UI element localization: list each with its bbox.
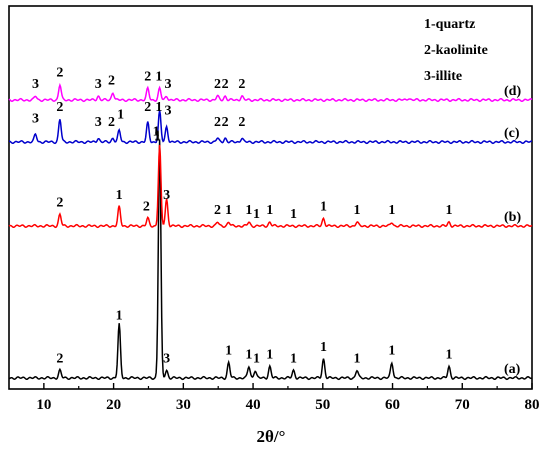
trace-label-d: (d) <box>504 84 521 99</box>
peak-label: 1 <box>388 203 395 218</box>
peak-label: 2 <box>238 77 245 92</box>
peak-label: 2 <box>214 115 221 130</box>
peak-label: 2 <box>108 115 115 130</box>
trace-a <box>8 140 533 381</box>
peak-label: 3 <box>164 77 171 92</box>
peak-label: 1 <box>388 344 395 359</box>
x-axis-title: 2θ/° <box>257 427 286 446</box>
legend-entry: 3-illite <box>424 69 462 84</box>
peak-label: 1 <box>266 348 273 363</box>
x-tick-label: 50 <box>315 397 330 413</box>
peak-label: 3 <box>163 351 170 366</box>
peak-label: 2 <box>222 77 229 92</box>
peak-label: 1 <box>154 129 161 144</box>
peak-label: 2 <box>56 351 63 366</box>
legend: 1-quartz 2-kaolinite 3-illite <box>424 17 488 84</box>
x-tick-label: 80 <box>525 397 540 413</box>
peak-label: 1 <box>446 348 453 363</box>
plot-frame <box>8 5 533 390</box>
peak-label: 1 <box>266 203 273 218</box>
legend-entry: 1-quartz <box>424 17 475 32</box>
trace-b <box>8 144 533 229</box>
x-tick-label: 20 <box>106 397 121 413</box>
peak-label: 2 <box>222 115 229 130</box>
peak-label: 1 <box>320 340 327 355</box>
peak-label: 1 <box>116 308 123 323</box>
peak-label: 1 <box>155 100 162 115</box>
x-tick-label: 30 <box>176 397 191 413</box>
trace-d <box>8 82 533 103</box>
peak-label: 3 <box>32 77 39 92</box>
peak-label: 2 <box>56 66 63 81</box>
peak-label: 2 <box>143 199 150 214</box>
traces <box>8 82 533 381</box>
peak-label: 1 <box>290 207 297 222</box>
peak-label: 1 <box>225 344 232 359</box>
trace-label-b: (b) <box>504 210 521 225</box>
peak-label: 3 <box>95 77 102 92</box>
peak-label: 1 <box>253 351 260 366</box>
peak-label: 3 <box>164 104 171 119</box>
x-tick-label: 40 <box>246 397 261 413</box>
peak-label: 3 <box>163 188 170 203</box>
peak-label: 1 <box>353 351 360 366</box>
peak-label: 1 <box>290 351 297 366</box>
peak-label: 2 <box>56 196 63 211</box>
peak-label: 1 <box>253 207 260 222</box>
x-axis-ticks: 10 20 30 40 50 60 70 80 <box>36 383 540 413</box>
x-tick-label: 60 <box>385 397 400 413</box>
peak-label: 2 <box>238 115 245 130</box>
peak-label: 1 <box>154 130 161 145</box>
peak-label: 1 <box>446 203 453 218</box>
peak-label: 3 <box>95 115 102 130</box>
peak-label: 1 <box>225 203 232 218</box>
trace-label-a: (a) <box>504 362 521 377</box>
legend-entry: 2-kaolinite <box>424 43 488 58</box>
peak-label: 2 <box>144 100 151 115</box>
peak-label: 1 <box>245 348 252 363</box>
trace-label-c: (c) <box>504 126 520 141</box>
peak-label: 2 <box>214 77 221 92</box>
peak-label: 2 <box>144 70 151 85</box>
peak-label: 2 <box>56 100 63 115</box>
peak-label: 1 <box>245 203 252 218</box>
x-tick-label: 10 <box>36 397 51 413</box>
peak-label: 3 <box>32 111 39 126</box>
peak-label: 1 <box>320 199 327 214</box>
x-tick-label: 70 <box>455 397 470 413</box>
peak-label: 1 <box>353 203 360 218</box>
peak-label: 1 <box>116 188 123 203</box>
trace-labels: (a) (b) (c) (d) <box>504 84 521 377</box>
peak-label: 1 <box>117 108 124 123</box>
peak-label: 2 <box>214 203 221 218</box>
peak-label: 1 <box>153 125 160 140</box>
peak-label: 2 <box>108 73 115 88</box>
trace-c <box>8 110 533 145</box>
peak-label: 1 <box>155 70 162 85</box>
